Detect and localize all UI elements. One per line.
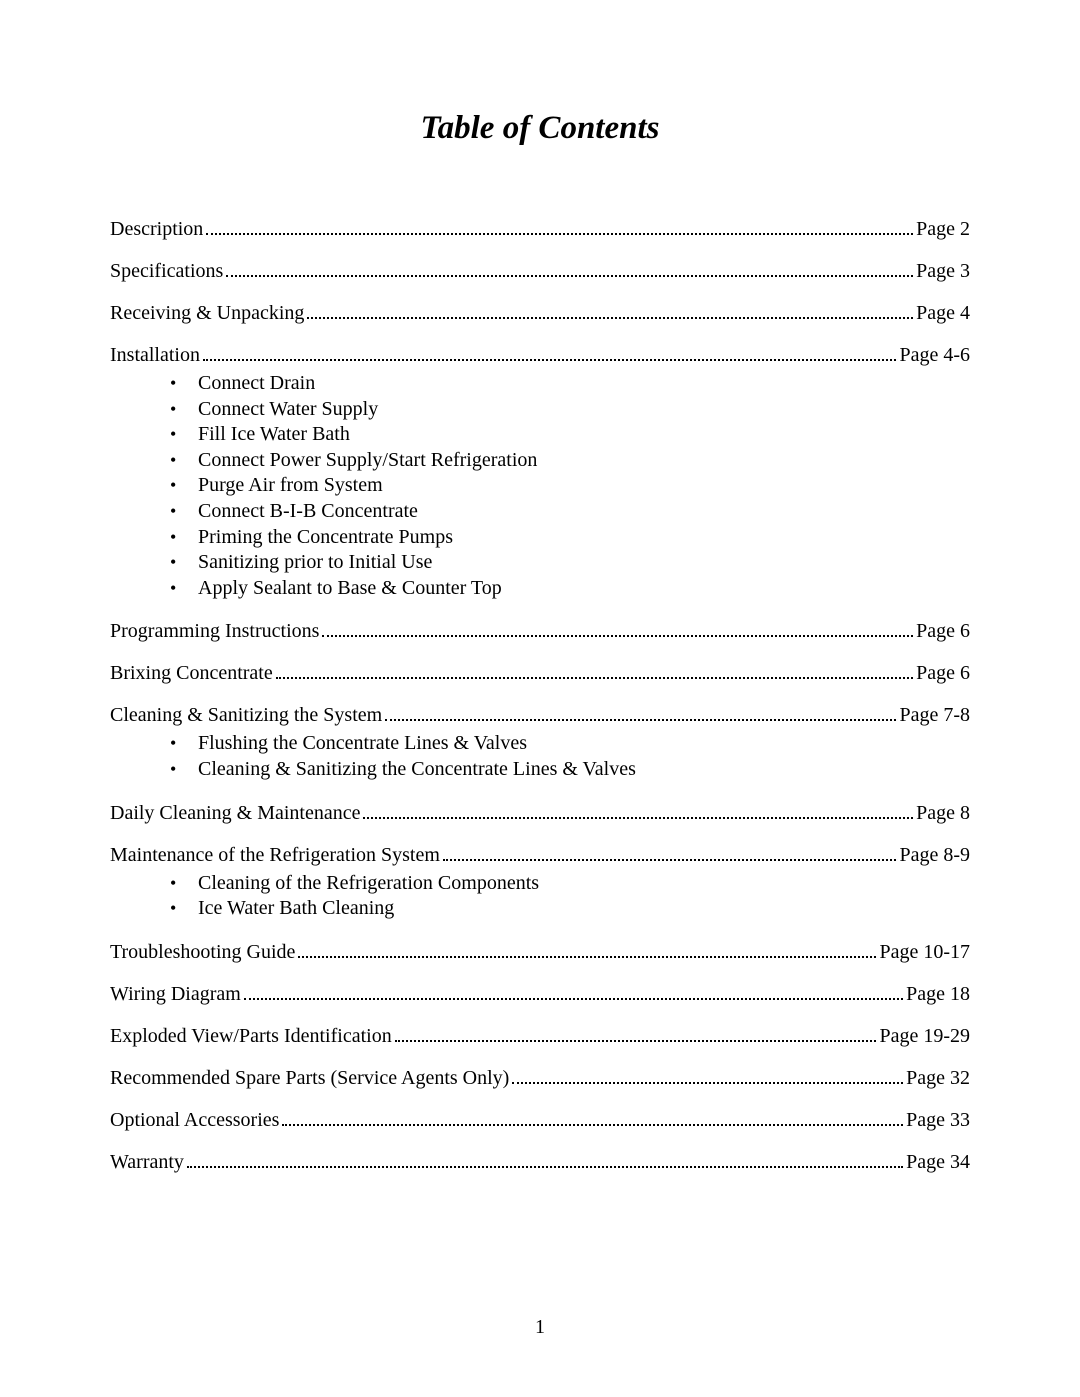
toc-entry-label: Installation [110, 343, 200, 367]
toc-subitem: Ice Water Bath Cleaning [170, 896, 970, 922]
toc-entry-label: Recommended Spare Parts (Service Agents … [110, 1066, 509, 1090]
toc-entry: Description Page 2 [110, 217, 970, 241]
toc-subitem: Connect Power Supply/Start Refrigeration [170, 448, 970, 474]
toc-entry-label: Receiving & Unpacking [110, 301, 304, 325]
toc-entry-page: Page 2 [916, 217, 970, 241]
toc-leader-dots [226, 275, 913, 277]
toc-entry-page: Page 33 [906, 1108, 970, 1132]
toc-leader-dots [244, 998, 903, 1000]
toc-subitem: Apply Sealant to Base & Counter Top [170, 576, 970, 602]
toc-entry: Brixing Concentrate Page 6 [110, 661, 970, 685]
toc-subitem: Priming the Concentrate Pumps [170, 525, 970, 551]
page-title: Table of Contents [110, 110, 970, 147]
toc-entry: Optional Accessories Page 33 [110, 1108, 970, 1132]
toc-entry-page: Page 7-8 [899, 703, 970, 727]
document-page: Table of Contents Description Page 2 Speci… [0, 0, 1080, 1252]
toc-entry-label: Maintenance of the Refrigeration System [110, 843, 440, 867]
toc-subitem: Flushing the Concentrate Lines & Valves [170, 731, 970, 757]
toc-entry-label: Specifications [110, 259, 223, 283]
toc-entry-label: Daily Cleaning & Maintenance [110, 801, 360, 825]
toc-entry-page: Page 6 [916, 661, 970, 685]
toc-entry-label: Warranty [110, 1150, 184, 1174]
toc-entry: Maintenance of the Refrigeration System P… [110, 843, 970, 867]
toc-entry-label: Description [110, 217, 203, 241]
toc-container: Description Page 2 Specifications Page 3 Rec… [110, 217, 970, 1174]
toc-entry: Receiving & Unpacking Page 4 [110, 301, 970, 325]
toc-entry-label: Optional Accessories [110, 1108, 279, 1132]
toc-entry-label: Wiring Diagram [110, 982, 241, 1006]
toc-entry: Recommended Spare Parts (Service Agents … [110, 1066, 970, 1090]
toc-leader-dots [206, 233, 913, 235]
toc-entry-page: Page 19-29 [879, 1024, 970, 1048]
toc-leader-dots [363, 817, 913, 819]
toc-entry-label: Brixing Concentrate [110, 661, 273, 685]
toc-leader-dots [512, 1082, 903, 1084]
toc-entry-page: Page 8-9 [899, 843, 970, 867]
toc-entry-label: Programming Instructions [110, 619, 319, 643]
toc-subitem-list: Cleaning of the Refrigeration Components… [110, 871, 970, 922]
toc-entry-page: Page 34 [906, 1150, 970, 1174]
toc-entry-page: Page 3 [916, 259, 970, 283]
toc-entry-page: Page 4 [916, 301, 970, 325]
toc-subitem: Cleaning of the Refrigeration Components [170, 871, 970, 897]
toc-leader-dots [395, 1040, 877, 1042]
toc-subitem: Connect B-I-B Concentrate [170, 499, 970, 525]
toc-leader-dots [322, 635, 913, 637]
toc-entry-label: Exploded View/Parts Identification [110, 1024, 392, 1048]
toc-entry: Exploded View/Parts Identification Page 1… [110, 1024, 970, 1048]
toc-leader-dots [203, 359, 896, 361]
toc-entry: Wiring Diagram Page 18 [110, 982, 970, 1006]
toc-entry: Programming Instructions Page 6 [110, 619, 970, 643]
toc-leader-dots [443, 859, 897, 861]
toc-subitem: Purge Air from System [170, 473, 970, 499]
toc-entry-page: Page 18 [906, 982, 970, 1006]
toc-subitem-list: Connect DrainConnect Water SupplyFill Ic… [110, 371, 970, 601]
toc-entry-label: Cleaning & Sanitizing the System [110, 703, 382, 727]
toc-entry-page: Page 4-6 [899, 343, 970, 367]
toc-entry-page: Page 6 [916, 619, 970, 643]
toc-entry: Cleaning & Sanitizing the System Page 7-8 [110, 703, 970, 727]
toc-entry: Troubleshooting Guide Page 10-17 [110, 940, 970, 964]
toc-leader-dots [385, 719, 896, 721]
toc-subitem-list: Flushing the Concentrate Lines & ValvesC… [110, 731, 970, 782]
toc-entry: Installation Page 4-6 [110, 343, 970, 367]
toc-subitem: Fill Ice Water Bath [170, 422, 970, 448]
toc-entry: Warranty Page 34 [110, 1150, 970, 1174]
toc-leader-dots [307, 317, 913, 319]
toc-entry-page: Page 32 [906, 1066, 970, 1090]
toc-entry-label: Troubleshooting Guide [110, 940, 295, 964]
toc-leader-dots [276, 677, 913, 679]
toc-subitem: Connect Drain [170, 371, 970, 397]
toc-subitem: Connect Water Supply [170, 397, 970, 423]
toc-entry-page: Page 10-17 [879, 940, 970, 964]
toc-leader-dots [298, 956, 876, 958]
toc-entry: Specifications Page 3 [110, 259, 970, 283]
toc-subitem: Cleaning & Sanitizing the Concentrate Li… [170, 757, 970, 783]
page-number: 1 [0, 1316, 1080, 1339]
toc-leader-dots [187, 1166, 903, 1168]
toc-subitem: Sanitizing prior to Initial Use [170, 550, 970, 576]
toc-leader-dots [282, 1124, 903, 1126]
toc-entry-page: Page 8 [916, 801, 970, 825]
toc-entry: Daily Cleaning & Maintenance Page 8 [110, 801, 970, 825]
